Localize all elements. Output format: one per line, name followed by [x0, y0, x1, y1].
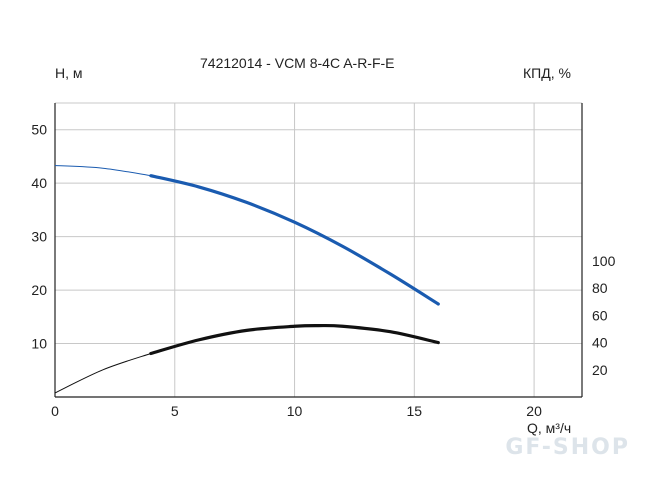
y2-tick-label: 40 [592, 335, 608, 351]
x-tick-label: 10 [287, 403, 303, 419]
y2-tick-label: 20 [592, 362, 608, 378]
y-tick-label: 30 [31, 229, 47, 245]
y2-tick-label: 60 [592, 307, 608, 323]
watermark-logo: GF-SHOP [505, 435, 630, 460]
series-1-line [149, 323, 440, 356]
series-1-thin-segment [54, 353, 151, 394]
y-tick-label: 50 [31, 122, 47, 138]
y2-axis-label: КПД, % [523, 65, 571, 81]
x-tick-label: 15 [407, 403, 423, 419]
y-axis-label: H, м [55, 65, 83, 81]
x-tick-label: 0 [51, 403, 59, 419]
y-tick-label: 40 [31, 175, 47, 191]
series-0-line [149, 174, 440, 306]
x-axis-label: Q, м³/ч [527, 420, 572, 436]
x-tick-label: 5 [171, 403, 179, 419]
chart-title: 74212014 - VCM 8-4C A-R-F-E [200, 55, 395, 71]
y2-tick-label: 80 [592, 280, 608, 296]
x-tick-label: 20 [526, 403, 542, 419]
y-tick-label: 10 [31, 336, 47, 352]
y-tick-label: 20 [31, 282, 47, 298]
series-0-thin-segment [54, 165, 151, 177]
y2-tick-label: 100 [592, 253, 616, 269]
